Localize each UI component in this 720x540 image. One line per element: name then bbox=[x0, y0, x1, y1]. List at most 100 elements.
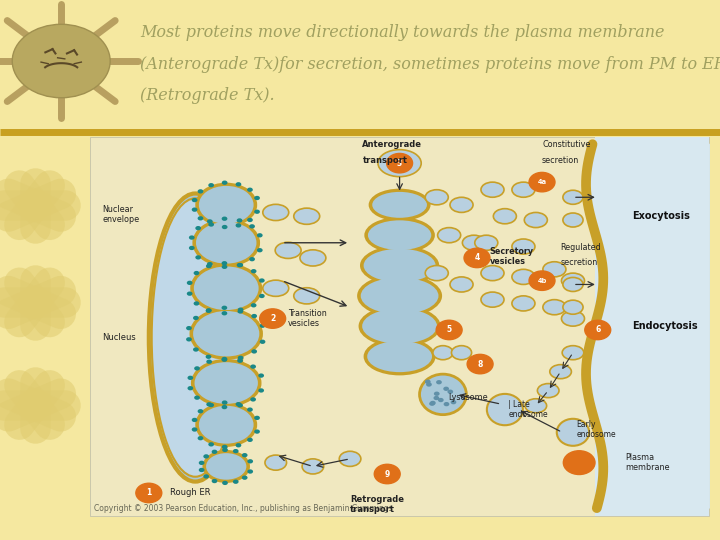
Circle shape bbox=[192, 418, 197, 422]
Circle shape bbox=[207, 219, 212, 224]
Circle shape bbox=[222, 180, 228, 185]
Circle shape bbox=[237, 263, 243, 267]
Circle shape bbox=[238, 307, 243, 312]
Circle shape bbox=[251, 349, 257, 354]
Circle shape bbox=[189, 246, 194, 250]
Circle shape bbox=[467, 354, 493, 374]
Ellipse shape bbox=[192, 219, 260, 267]
Circle shape bbox=[186, 337, 192, 341]
Text: Nucleus: Nucleus bbox=[102, 333, 136, 342]
Circle shape bbox=[238, 356, 243, 360]
Text: Regulated: Regulated bbox=[561, 243, 601, 252]
Circle shape bbox=[206, 264, 212, 268]
Ellipse shape bbox=[462, 235, 485, 251]
Circle shape bbox=[254, 210, 260, 214]
Circle shape bbox=[434, 392, 440, 396]
Ellipse shape bbox=[189, 308, 263, 360]
Circle shape bbox=[249, 257, 255, 261]
Circle shape bbox=[12, 24, 110, 98]
Circle shape bbox=[249, 224, 255, 228]
Circle shape bbox=[259, 278, 265, 282]
Circle shape bbox=[235, 223, 241, 227]
Circle shape bbox=[529, 172, 555, 192]
Circle shape bbox=[254, 196, 260, 200]
Circle shape bbox=[208, 403, 214, 407]
Circle shape bbox=[206, 402, 212, 407]
Ellipse shape bbox=[550, 364, 572, 379]
Circle shape bbox=[208, 183, 214, 187]
Text: Retrograde
transport: Retrograde transport bbox=[350, 495, 404, 514]
Circle shape bbox=[192, 207, 197, 212]
Ellipse shape bbox=[433, 346, 453, 360]
Circle shape bbox=[222, 311, 228, 315]
Circle shape bbox=[429, 402, 435, 406]
Circle shape bbox=[197, 436, 203, 440]
Circle shape bbox=[258, 388, 264, 393]
Text: (Retrograde Tx).: (Retrograde Tx). bbox=[140, 87, 275, 104]
Ellipse shape bbox=[149, 193, 242, 482]
Circle shape bbox=[206, 308, 212, 313]
Ellipse shape bbox=[562, 311, 585, 326]
Text: Copyright © 2003 Pearson Education, Inc., publishing as Benjamin Cummings: Copyright © 2003 Pearson Education, Inc.… bbox=[94, 504, 392, 513]
Text: Endocytosis: Endocytosis bbox=[632, 321, 698, 331]
Ellipse shape bbox=[524, 212, 547, 227]
Ellipse shape bbox=[481, 292, 504, 307]
Ellipse shape bbox=[275, 242, 301, 259]
Circle shape bbox=[242, 476, 248, 480]
Circle shape bbox=[222, 225, 228, 229]
Circle shape bbox=[194, 366, 200, 370]
Circle shape bbox=[251, 314, 257, 318]
Circle shape bbox=[222, 265, 228, 269]
Ellipse shape bbox=[152, 198, 239, 477]
Text: 4b: 4b bbox=[537, 278, 546, 284]
Circle shape bbox=[189, 235, 194, 240]
Circle shape bbox=[235, 182, 241, 186]
Ellipse shape bbox=[195, 183, 257, 227]
Ellipse shape bbox=[190, 263, 262, 313]
Ellipse shape bbox=[451, 346, 472, 360]
Ellipse shape bbox=[202, 450, 250, 483]
Circle shape bbox=[235, 443, 241, 448]
Circle shape bbox=[222, 481, 228, 485]
Circle shape bbox=[222, 306, 228, 310]
Circle shape bbox=[194, 301, 199, 306]
Text: 6: 6 bbox=[595, 326, 600, 334]
Ellipse shape bbox=[562, 273, 585, 288]
Text: 2: 2 bbox=[270, 314, 275, 323]
Circle shape bbox=[197, 409, 203, 414]
Ellipse shape bbox=[357, 274, 442, 318]
Circle shape bbox=[426, 382, 432, 387]
Ellipse shape bbox=[557, 419, 589, 446]
Circle shape bbox=[187, 386, 193, 390]
Circle shape bbox=[247, 459, 253, 463]
Ellipse shape bbox=[193, 311, 259, 356]
Circle shape bbox=[206, 360, 212, 364]
Ellipse shape bbox=[302, 459, 324, 474]
Circle shape bbox=[233, 480, 238, 484]
Ellipse shape bbox=[450, 277, 473, 292]
Circle shape bbox=[436, 380, 442, 384]
Circle shape bbox=[436, 320, 462, 340]
Ellipse shape bbox=[300, 250, 326, 266]
Circle shape bbox=[222, 400, 228, 404]
Circle shape bbox=[197, 189, 203, 193]
Text: secretion: secretion bbox=[542, 156, 580, 165]
Ellipse shape bbox=[265, 455, 287, 470]
Circle shape bbox=[447, 389, 453, 394]
Circle shape bbox=[194, 271, 199, 275]
Circle shape bbox=[585, 320, 611, 340]
Text: Secretory
vesicles: Secretory vesicles bbox=[490, 247, 534, 266]
Ellipse shape bbox=[364, 217, 435, 253]
Circle shape bbox=[193, 347, 199, 352]
Ellipse shape bbox=[426, 190, 449, 205]
Circle shape bbox=[195, 255, 201, 260]
Circle shape bbox=[186, 292, 192, 296]
Ellipse shape bbox=[199, 186, 253, 224]
Circle shape bbox=[187, 376, 193, 380]
Circle shape bbox=[433, 396, 439, 400]
Ellipse shape bbox=[537, 383, 559, 397]
Circle shape bbox=[254, 416, 260, 420]
Ellipse shape bbox=[369, 188, 431, 221]
Circle shape bbox=[212, 479, 217, 483]
Ellipse shape bbox=[450, 197, 473, 212]
